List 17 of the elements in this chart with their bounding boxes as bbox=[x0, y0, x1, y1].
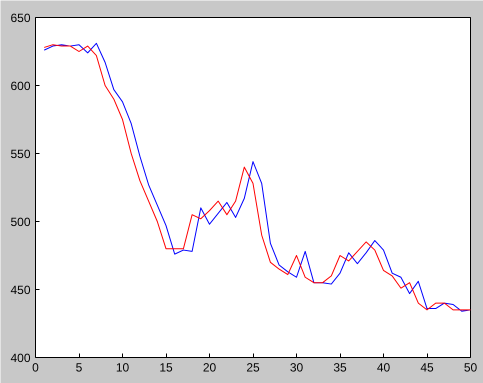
x-tick-label: 10 bbox=[116, 360, 130, 374]
y-tick-label: 550 bbox=[10, 147, 31, 161]
y-tick-label: 650 bbox=[10, 11, 31, 25]
y-tick-label: 400 bbox=[10, 351, 31, 365]
y-tick-label: 600 bbox=[10, 79, 31, 93]
x-tick-label: 40 bbox=[376, 360, 390, 374]
x-tick-label: 45 bbox=[420, 360, 434, 374]
x-tick-label: 25 bbox=[246, 360, 260, 374]
x-tick-label: 50 bbox=[464, 360, 478, 374]
y-tick-label: 450 bbox=[10, 283, 31, 297]
x-tick-label: 0 bbox=[32, 360, 40, 374]
x-tick-label: 35 bbox=[333, 360, 347, 374]
x-tick-label: 5 bbox=[76, 360, 83, 374]
y-tick-label: 500 bbox=[10, 215, 31, 229]
x-tick-label: 20 bbox=[202, 360, 216, 374]
x-tick-label: 15 bbox=[159, 360, 173, 374]
x-tick-label: 30 bbox=[290, 360, 304, 374]
